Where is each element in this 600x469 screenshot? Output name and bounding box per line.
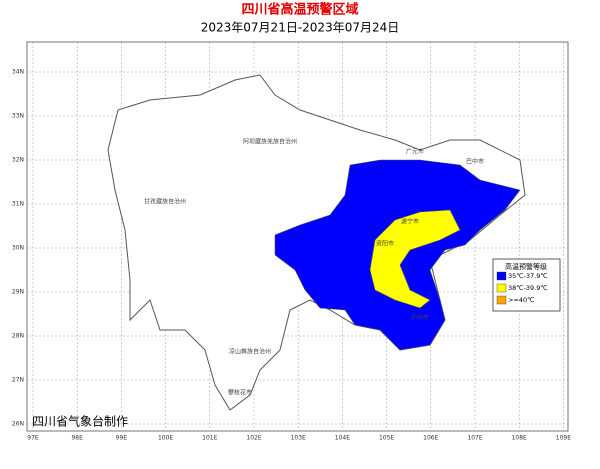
lat-tick-label: 32N — [12, 157, 24, 164]
lat-tick-label: 34N — [12, 69, 24, 76]
warning-area-yellow — [369, 209, 461, 309]
lon-tick-label: 107E — [467, 435, 482, 442]
lon-tick-label: 108E — [512, 435, 527, 442]
lat-tick-label: 31N — [12, 201, 24, 208]
lon-tick-label: 97E — [27, 435, 39, 442]
lon-tick-label: 99E — [116, 435, 128, 442]
lon-tick-label: 105E — [379, 435, 394, 442]
region-label: 攀枝花市 — [228, 389, 252, 397]
footer: 四川省气象台制作 — [32, 414, 128, 429]
region-label: 巴中市 — [466, 158, 484, 166]
lat-tick-label: 33N — [12, 113, 24, 120]
map-frame — [26, 41, 569, 432]
region-label: 广元市 — [406, 148, 424, 156]
lon-tick-label: 106E — [423, 435, 438, 442]
lon-tick-label: 100E — [158, 435, 173, 442]
legend-label: >=40℃ — [508, 296, 534, 304]
region-label: 阿坝藏族羌族自治州 — [243, 138, 297, 146]
region-label: 凉山彝族自治州 — [229, 348, 271, 356]
legend-swatch — [496, 295, 507, 305]
subtitle: 2023年07月21日-2023年07月24日 — [201, 21, 400, 35]
region-label: 甘孜藏族自治州 — [144, 198, 186, 206]
lat-tick-label: 27N — [12, 377, 24, 384]
lon-tick-label: 103E — [291, 435, 306, 442]
region-label: 资阳市 — [376, 240, 394, 248]
legend-title: 高温预警等级 — [505, 262, 547, 271]
lon-tick-label: 98E — [71, 435, 83, 442]
title: 四川省高温预警区域 — [241, 2, 358, 18]
legend-swatch — [496, 283, 507, 293]
lat-tick-label: 30N — [12, 245, 24, 252]
region-label: 遂宁市 — [401, 218, 419, 226]
lon-tick-label: 109E — [556, 435, 571, 442]
lon-tick-label: 101E — [202, 435, 217, 442]
legend-items: 35℃-37.9℃ 38℃-39.9℃ >=40℃ — [496, 271, 548, 305]
lat-tick-label: 26N — [12, 421, 24, 428]
legend-label: 35℃-37.9℃ — [508, 272, 548, 280]
lon-tick-label: 102E — [246, 435, 261, 442]
legend-swatch — [496, 271, 507, 281]
lat-tick-label: 29N — [12, 289, 24, 296]
lon-tick-label: 104E — [335, 435, 350, 442]
lat-tick-label: 28N — [12, 333, 24, 340]
region-label: 泸州市 — [411, 314, 429, 322]
legend-label: 38℃-39.9℃ — [508, 284, 548, 292]
